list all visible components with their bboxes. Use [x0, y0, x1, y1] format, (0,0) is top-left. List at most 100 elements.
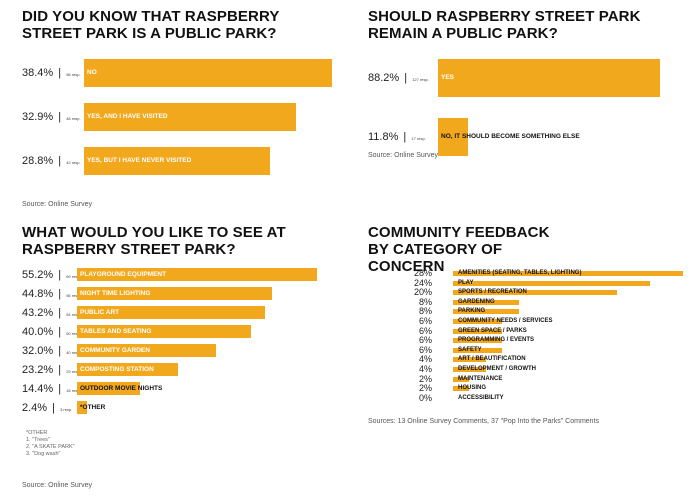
value-label: 6%	[418, 325, 432, 336]
panel-community-feedback: COMMUNITY FEEDBACK BY CATEGORY OF CONCER…	[368, 224, 698, 444]
bar-label: GREEN SPACE / PARKS	[458, 327, 527, 334]
bar-row: 6% PROGRAMMING / EVENTS	[398, 336, 698, 345]
value-label: 28.8% | 42 resp.	[22, 155, 81, 169]
value-label: 2%	[418, 373, 432, 384]
bar-label: COMMUNITY GARDEN	[80, 346, 150, 354]
chart-title: WHAT WOULD YOU LIKE TO SEE AT RASPBERRY …	[22, 224, 286, 258]
percent-text: 44.8%	[22, 287, 54, 300]
percent-text: 14.4%	[22, 382, 54, 395]
bar	[453, 338, 503, 344]
bar-row: 8% GARDENING	[398, 296, 698, 307]
chart-title: SHOULD RASPBERRY STREET PARK REMAIN A PU…	[368, 8, 641, 42]
bar	[453, 290, 618, 296]
bar-label: PUBLIC ART	[80, 308, 120, 316]
percent-text: 32.9%	[22, 111, 54, 123]
bar-label: MAINTENANCE	[458, 375, 503, 382]
bar-list: 88.2% | 127 resp. YES 11.8% | 17 resp. NO, …	[368, 59, 688, 159]
percent-text: 40.0%	[22, 325, 54, 338]
bar-label: PARKING	[458, 308, 486, 315]
separator: |	[55, 382, 65, 395]
bar-label: YES, AND I HAVE VISITED	[87, 113, 168, 120]
bar-row: 28% AMENITIES (SEATING, TABLES, LIGHTING)	[398, 269, 698, 278]
bar-row: 24% PLAY	[398, 278, 698, 288]
bar	[453, 271, 683, 276]
value-label: 20%	[413, 287, 432, 298]
bar	[453, 299, 519, 305]
percent-text: 43.2%	[22, 306, 54, 319]
bar	[453, 347, 503, 353]
other-notes: *OTHER 1. "Trees" 2. "A SKATE PARK" 3. "…	[26, 430, 75, 458]
value-label: 6%	[418, 344, 432, 355]
bar-row: 40.0% | 50 resp. TABLES AND SEATING	[22, 325, 342, 338]
separator: |	[55, 344, 65, 357]
bar-label: PROGRAMMING / EVENTS	[458, 337, 535, 344]
value-label: 88.2% | 127 resp.	[368, 72, 429, 86]
value-label: 43.2% | 54 resp.	[22, 307, 81, 321]
bar-row: 14.4% | 18 resp. OUTDOOR MOVIE NIGHTS	[22, 382, 342, 395]
bar-label: TABLES AND SEATING	[80, 327, 152, 335]
percent-text: 88.2%	[368, 72, 400, 84]
bar-label: GARDENING	[458, 298, 495, 305]
bar	[453, 319, 503, 324]
response-count: 40 resp.	[66, 349, 81, 355]
percent-text: 28.8%	[22, 155, 54, 167]
bar-label: SPORTS / RECREATION	[458, 289, 527, 296]
percent-text: 2.4%	[22, 401, 48, 414]
bar	[77, 268, 317, 281]
value-label: 32.9% | 48 resp.	[22, 111, 81, 125]
bar-label: SAFETY	[458, 346, 482, 353]
response-count: 18 resp.	[66, 387, 81, 393]
value-label: 2%	[418, 383, 432, 394]
bar	[77, 344, 217, 357]
separator: |	[55, 325, 65, 338]
value-label: 6%	[418, 316, 432, 326]
value-label: 0%	[418, 392, 432, 403]
response-count: 56 resp.	[66, 72, 81, 77]
chart-source: Source: Online Survey	[368, 152, 439, 159]
bar-label: COMPOSTING STATION	[80, 365, 154, 373]
percent-text: 32.0%	[22, 344, 54, 357]
value-label: 32.0% | 40 resp.	[22, 345, 81, 359]
bar-label: NO	[87, 69, 97, 76]
panel-remain-public-park: SHOULD RASPBERRY STREET PARK REMAIN A PU…	[368, 8, 688, 213]
bar-row: 2.4% | 3 resp. *OTHER	[22, 401, 342, 414]
bar	[438, 118, 468, 156]
bar-label: ART / BEAUTIFICATION	[458, 356, 526, 363]
bar-label: YES, BUT I HAVE NEVER VISITED	[87, 157, 192, 164]
separator: |	[55, 67, 65, 79]
bar-row: 8% PARKING	[398, 307, 698, 316]
separator: |	[55, 111, 65, 123]
bar-row: 0% ACCESSIBILITY	[398, 392, 698, 403]
bar-row: 28.8% | 42 resp. YES, BUT I HAVE NEVER VI…	[22, 147, 342, 175]
bar-row: 6% GREEN SPACE / PARKS	[398, 325, 698, 336]
note-line: 1. "Trees"	[26, 437, 50, 443]
bar-label: OUTDOOR MOVIE NIGHTS	[80, 384, 163, 392]
bar-row: 88.2% | 127 resp. YES	[368, 59, 688, 97]
bar	[453, 376, 470, 382]
chart-source: Source: Online Survey	[22, 482, 93, 489]
separator: |	[55, 306, 65, 319]
separator: |	[55, 363, 65, 376]
bar-label: NO, IT SHOULD BECOME SOMETHING ELSE	[441, 133, 580, 140]
chart-title: COMMUNITY FEEDBACK BY CATEGORY OF CONCER…	[368, 224, 550, 275]
value-label: 4%	[418, 354, 432, 365]
bar-label: *OTHER	[80, 403, 106, 411]
bar	[453, 280, 651, 286]
bar-row: 32.9% | 48 resp. YES, AND I HAVE VISITED	[22, 103, 342, 131]
bar	[453, 357, 486, 363]
bar	[77, 287, 272, 300]
bar-row: 43.2% | 54 resp. PUBLIC ART	[22, 306, 342, 319]
chart-title: DID YOU KNOW THAT RASPBERRY STREET PARK …	[22, 8, 280, 42]
bar-row: 32.0% | 40 resp. COMMUNITY GARDEN	[22, 344, 342, 357]
bar-list: 38.4% | 56 resp. NO 32.9% | 48 resp. YES, A…	[22, 59, 342, 199]
bar-label: ACCESSIBILITY	[458, 394, 504, 401]
response-count: 54 resp.	[66, 311, 81, 317]
bar-row: 2% MAINTENANCE	[398, 373, 698, 384]
response-count: 48 resp.	[66, 116, 81, 121]
separator: |	[49, 401, 59, 414]
response-count: 29 resp.	[66, 368, 81, 374]
bar-label: PLAY	[458, 279, 474, 286]
chart-source: Sources: 13 Online Survey Comments, 37 "…	[368, 418, 600, 425]
value-label: 8%	[418, 296, 432, 307]
note-line: *OTHER	[26, 430, 48, 436]
